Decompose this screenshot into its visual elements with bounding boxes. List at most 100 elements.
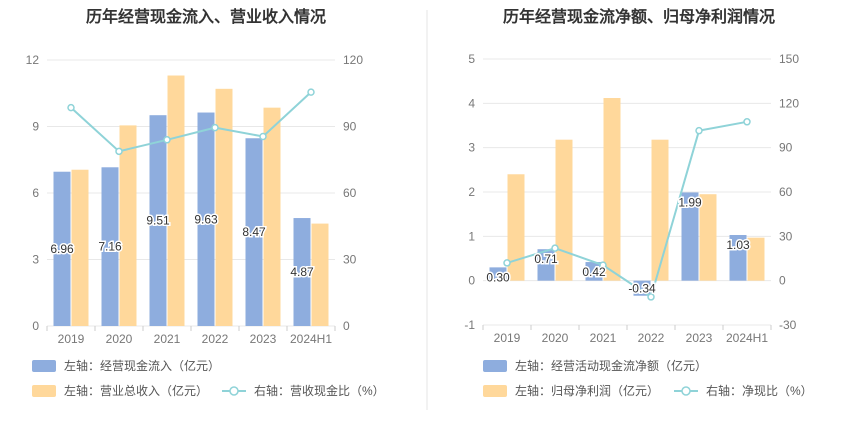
bar-data-label: 8.47: [242, 225, 266, 239]
bar-data-label: 6.96: [50, 242, 74, 256]
bar-1: [101, 167, 119, 326]
bar-1: [537, 249, 555, 281]
line-series: [70, 91, 312, 153]
bar-1: [489, 267, 507, 281]
y-right-tick-label: 0: [343, 319, 350, 333]
bar-1: [197, 112, 215, 326]
legend-label: 左轴：归母净利润（亿元）: [515, 383, 659, 398]
line-point: [211, 123, 219, 132]
y-left-tick-label: 1: [468, 229, 475, 243]
legend-item: 右轴：营收现金比（%）: [222, 383, 385, 398]
bar-1: [681, 192, 699, 281]
line-point: [307, 88, 315, 96]
y-left-tick-label: 4: [468, 96, 475, 110]
legend-label: 右轴：营收现金比（%）: [254, 383, 385, 398]
y-left-tick-label: 0: [32, 319, 39, 333]
legend-swatch: [32, 360, 56, 372]
y-right-tick-label: 150: [779, 52, 799, 66]
bar-2: [311, 223, 329, 326]
x-tick-label: 2024H1: [290, 332, 332, 346]
bar-1: [149, 115, 167, 326]
legend-item: 右轴：净现比（%）: [674, 383, 813, 398]
legend-swatch-marker: [681, 386, 691, 396]
bar-1: [245, 138, 263, 326]
bar-data-label: -0.34: [628, 282, 656, 296]
bar-data-label: 9.51: [146, 214, 170, 228]
legend-label: 左轴：经营现金流入（亿元）: [64, 358, 220, 373]
line-point: [695, 126, 703, 135]
x-tick-label: 2023: [250, 332, 277, 346]
x-tick-label: 2024H1: [726, 331, 768, 345]
legend-item: 左轴：营业总收入（亿元）: [32, 383, 208, 398]
y-left-tick-label: 5: [468, 52, 475, 66]
y-left-tick-label: 12: [26, 53, 40, 67]
legend-item: 左轴：经营活动现金流净额（亿元）: [483, 358, 707, 373]
y-right-tick-label: 0: [779, 274, 786, 288]
bar-2: [71, 169, 89, 326]
legend-item: 左轴：经营现金流入（亿元）: [32, 358, 220, 373]
line-point: [503, 259, 511, 267]
y-left-tick-label: 3: [32, 253, 39, 267]
y-right-tick-label: 90: [343, 120, 357, 134]
y-left-tick-label: 3: [468, 141, 475, 155]
bar-2: [119, 125, 137, 327]
bar-data-label: 0.71: [534, 252, 558, 266]
line-series: [506, 120, 748, 299]
legend-swatch: [483, 385, 507, 397]
y-right-tick-label: -30: [779, 318, 797, 332]
y-right-tick-label: 60: [779, 185, 793, 199]
x-tick-label: 2021: [590, 331, 617, 345]
bar-2: [651, 139, 669, 281]
bar-data-label: 0.30: [486, 270, 510, 284]
x-tick-label: 2020: [106, 332, 133, 346]
bar-1: [53, 171, 71, 326]
bar-data-label: 0.42: [582, 265, 606, 279]
line-point: [115, 147, 123, 156]
y-left-tick-label: 2: [468, 185, 475, 199]
bar-1: [633, 280, 651, 296]
bar-data-label: 1.03: [726, 238, 750, 252]
x-tick-label: 2023: [686, 331, 713, 345]
x-tick-label: 2022: [638, 331, 665, 345]
x-tick-label: 2020: [542, 331, 569, 345]
y-right-tick-label: 60: [343, 186, 357, 200]
chart-title: 历年经营现金流入、营业收入情况: [86, 7, 326, 26]
bar-1: [293, 218, 311, 326]
line-point: [743, 118, 751, 126]
bar-2: [699, 194, 717, 281]
y-left-tick-label: 6: [32, 186, 39, 200]
y-left-tick-label: 9: [32, 120, 39, 134]
y-right-tick-label: 120: [779, 96, 799, 110]
y-right-tick-label: 90: [779, 141, 793, 155]
legend-swatch: [483, 360, 507, 372]
y-left-tick-label: 0: [468, 274, 475, 288]
chart-2: 历年经营现金流净额、归母净利润情况 -1 0 1 2 3 4 5 -30 0 30 60 90 120 15…: [464, 7, 812, 398]
bar-2: [507, 174, 525, 281]
line-point: [259, 132, 267, 141]
line-point: [551, 244, 559, 252]
bar-2: [167, 75, 185, 327]
bar-2: [747, 237, 765, 281]
y-right-tick-label: 30: [779, 229, 793, 243]
bar-data-label: 9.63: [194, 212, 218, 226]
bar-1: [585, 262, 603, 281]
legend-swatch: [32, 385, 56, 397]
line-point: [647, 293, 655, 301]
line-point: [599, 261, 607, 269]
y-right-tick-label: 30: [343, 253, 357, 267]
chart-title: 历年经营现金流净额、归母净利润情况: [503, 7, 775, 26]
bar-data-label: 7.16: [98, 240, 122, 254]
line-point: [67, 103, 75, 112]
bar-2: [603, 98, 621, 281]
legend-label: 左轴：经营活动现金流净额（亿元）: [515, 358, 707, 373]
bar-1: [729, 235, 747, 281]
y-right-tick-label: 120: [343, 53, 363, 67]
line-point: [163, 136, 171, 144]
legend-label: 左轴：营业总收入（亿元）: [64, 383, 208, 398]
legend-item: 左轴：归母净利润（亿元）: [483, 383, 659, 398]
bar-2: [215, 88, 233, 326]
x-tick-label: 2019: [58, 332, 85, 346]
